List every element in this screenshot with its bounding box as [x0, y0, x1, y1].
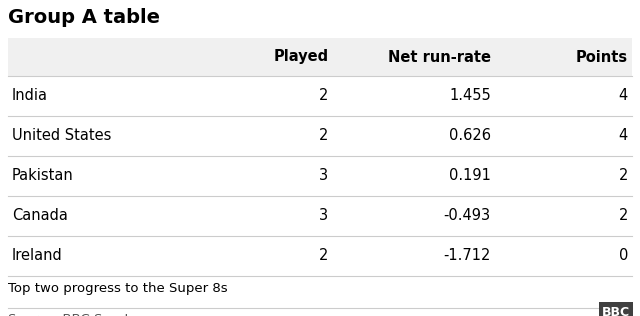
Text: 2: 2	[319, 88, 328, 104]
Text: -0.493: -0.493	[444, 209, 491, 223]
Text: Points: Points	[576, 50, 628, 64]
Text: 0.191: 0.191	[449, 168, 491, 184]
Text: 3: 3	[319, 209, 328, 223]
Text: 4: 4	[619, 88, 628, 104]
Text: 0.626: 0.626	[449, 129, 491, 143]
Text: 3: 3	[319, 168, 328, 184]
Text: 2: 2	[619, 168, 628, 184]
Text: India: India	[12, 88, 48, 104]
Text: 2: 2	[319, 129, 328, 143]
Bar	[8, 38, 632, 76]
Text: Net run-rate: Net run-rate	[388, 50, 491, 64]
Text: -1.712: -1.712	[444, 248, 491, 264]
Text: 4: 4	[619, 129, 628, 143]
Text: 2: 2	[619, 209, 628, 223]
Text: Played: Played	[273, 50, 328, 64]
Text: Canada: Canada	[12, 209, 68, 223]
Text: 1.455: 1.455	[449, 88, 491, 104]
Text: 2: 2	[319, 248, 328, 264]
Text: Top two progress to the Super 8s: Top two progress to the Super 8s	[8, 282, 228, 295]
Text: Pakistan: Pakistan	[12, 168, 74, 184]
Text: United States: United States	[12, 129, 111, 143]
Text: Group A table: Group A table	[8, 8, 160, 27]
Text: BBC: BBC	[602, 306, 630, 316]
Text: 0: 0	[619, 248, 628, 264]
Text: Ireland: Ireland	[12, 248, 63, 264]
Text: Source: BBC Sport: Source: BBC Sport	[8, 313, 130, 316]
